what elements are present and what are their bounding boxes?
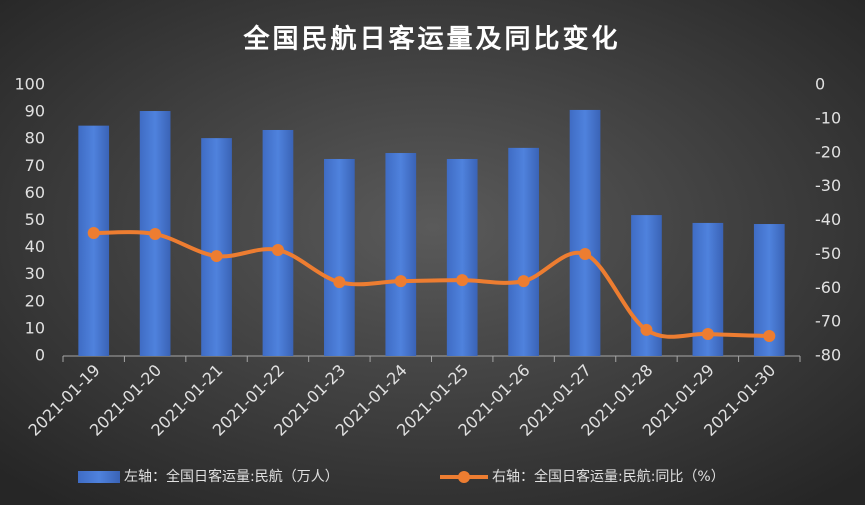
y-tick-label: 80 [25, 129, 45, 148]
legend-label: 右轴：全国日客运量:民航:同比（%） [492, 468, 725, 485]
line-point [87, 227, 100, 240]
bar [201, 138, 232, 356]
line-point [640, 323, 653, 336]
legend-swatch [458, 471, 470, 483]
y-tick-label: 70 [25, 156, 45, 175]
bar [508, 147, 539, 356]
y2-tick-label: -70 [815, 312, 841, 331]
bar [324, 158, 355, 356]
line-point [701, 327, 714, 340]
y2-tick-label: -40 [815, 210, 841, 229]
bar [262, 129, 294, 356]
y-tick-label: 0 [35, 346, 45, 365]
chart-title: 全国民航日客运量及同比变化 [242, 24, 620, 55]
bar [569, 109, 601, 356]
y-tick-label: 50 [25, 210, 45, 229]
y2-tick-label: -60 [815, 278, 841, 297]
bar [78, 125, 110, 357]
line-point [149, 228, 162, 241]
legend-swatch [78, 471, 120, 483]
y2-tick-label: -50 [815, 244, 841, 263]
y-tick-label: 90 [25, 102, 45, 121]
y2-tick-label: -80 [815, 346, 841, 365]
y2-tick-label: -30 [815, 176, 841, 195]
line-point [271, 243, 284, 256]
y-tick-label: 20 [25, 291, 45, 310]
y-tick-label: 10 [25, 318, 45, 337]
bar [446, 158, 478, 356]
y-tick-label: 30 [25, 264, 45, 283]
y-tick-label: 100 [14, 75, 45, 94]
line-point [394, 275, 407, 288]
line-point [763, 330, 776, 343]
line-point [456, 274, 469, 287]
y2-tick-label: -20 [815, 142, 841, 161]
y2-tick-label: -10 [815, 108, 841, 127]
y2-tick-label: 0 [815, 75, 825, 94]
line-point [517, 275, 530, 288]
legend-label: 左轴：全国日客运量:民航（万人） [124, 468, 339, 485]
y-tick-label: 60 [25, 183, 45, 202]
line-point [210, 250, 223, 263]
line-point [333, 276, 346, 289]
line-point [579, 248, 592, 261]
bar [385, 153, 417, 356]
y-tick-label: 40 [25, 237, 45, 256]
